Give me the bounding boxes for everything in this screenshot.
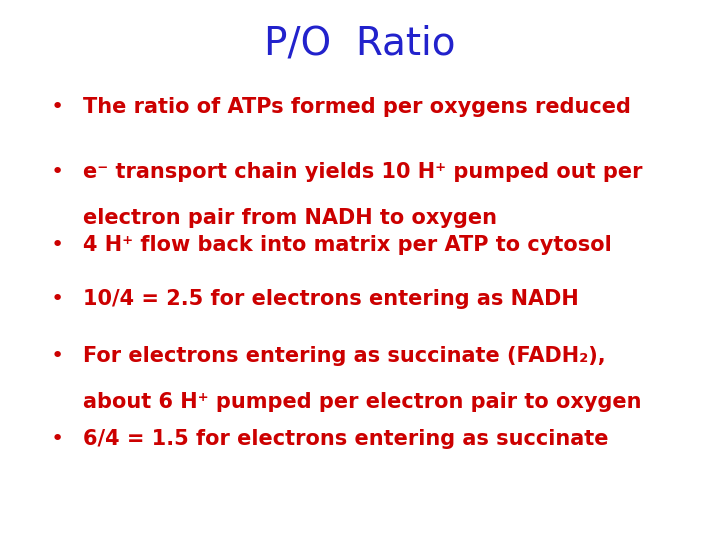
Text: •: • bbox=[50, 289, 63, 309]
Text: e⁻ transport chain yields 10 H⁺ pumped out per: e⁻ transport chain yields 10 H⁺ pumped o… bbox=[83, 162, 642, 182]
Text: The ratio of ATPs formed per oxygens reduced: The ratio of ATPs formed per oxygens red… bbox=[83, 97, 631, 117]
Text: about 6 H⁺ pumped per electron pair to oxygen: about 6 H⁺ pumped per electron pair to o… bbox=[83, 392, 642, 411]
Text: 6/4 = 1.5 for electrons entering as succinate: 6/4 = 1.5 for electrons entering as succ… bbox=[83, 429, 608, 449]
Text: •: • bbox=[50, 429, 63, 449]
Text: electron pair from NADH to oxygen: electron pair from NADH to oxygen bbox=[83, 208, 497, 228]
Text: 4 H⁺ flow back into matrix per ATP to cytosol: 4 H⁺ flow back into matrix per ATP to cy… bbox=[83, 235, 611, 255]
Text: •: • bbox=[50, 162, 63, 182]
Text: For electrons entering as succinate (FADH₂),: For electrons entering as succinate (FAD… bbox=[83, 346, 606, 366]
Text: •: • bbox=[50, 97, 63, 117]
Text: P/O  Ratio: P/O Ratio bbox=[264, 24, 456, 62]
Text: 10/4 = 2.5 for electrons entering as NADH: 10/4 = 2.5 for electrons entering as NAD… bbox=[83, 289, 579, 309]
Text: •: • bbox=[50, 346, 63, 366]
Text: •: • bbox=[50, 235, 63, 255]
